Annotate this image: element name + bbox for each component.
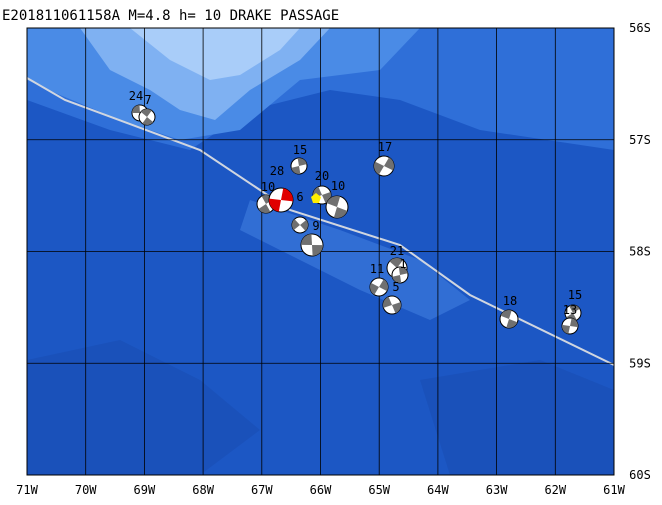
event-label: 6 (296, 190, 303, 204)
focal-mechanism (373, 155, 395, 177)
event-label: 10 (331, 179, 345, 193)
focal-mechanism (325, 195, 349, 219)
event-label: 28 (270, 164, 284, 178)
compressional-quadrant (383, 296, 392, 308)
compressional-quadrant (312, 245, 323, 256)
compressional-quadrant (333, 207, 348, 218)
compressional-quadrant (370, 282, 379, 295)
epicenter (311, 193, 321, 203)
bathymetry (27, 28, 614, 475)
focal-mechanism (561, 317, 579, 335)
focal-mechanism (138, 108, 156, 126)
compressional-quadrant (258, 204, 271, 213)
event-label: 24 (129, 89, 143, 103)
lon-label: 69W (134, 483, 156, 497)
compressional-quadrant (392, 302, 401, 314)
lon-label: 68W (192, 483, 214, 497)
compressional-quadrant (142, 117, 154, 125)
lon-label: 71W (16, 483, 38, 497)
event-label: 17 (378, 140, 392, 154)
compressional-quadrant (389, 258, 404, 268)
event-label: 21 (390, 244, 404, 258)
compressional-quadrant (140, 109, 152, 117)
lon-label: 66W (310, 483, 332, 497)
lat-label: 58S (629, 245, 651, 259)
lon-label: 64W (427, 483, 449, 497)
event-label: 7 (144, 93, 151, 107)
lat-label: 57S (629, 133, 651, 147)
event-label: 5 (392, 280, 399, 294)
focal-mechanism (268, 187, 294, 213)
focal-mechanism (291, 216, 309, 234)
lat-label: 59S (629, 356, 651, 370)
focal-mechanism (300, 233, 324, 257)
compressional-quadrant (300, 219, 308, 231)
lon-label: 62W (544, 483, 566, 497)
compressional-quadrant (281, 188, 293, 202)
event-label: 15 (293, 143, 307, 157)
compressional-quadrant (326, 196, 341, 207)
compressional-quadrant (379, 279, 388, 292)
compressional-quadrant (562, 324, 570, 334)
lon-label: 65W (368, 483, 390, 497)
map-frame (26, 27, 615, 476)
compressional-quadrant (373, 161, 384, 175)
map-title: E201811061158A M=4.8 h= 10 DRAKE PASSAGE (2, 8, 339, 24)
compressional-quadrant (384, 157, 395, 171)
focal-mechanism (499, 309, 519, 329)
lat-label: 56S (629, 21, 651, 35)
compressional-quadrant (297, 158, 307, 166)
event-label: 15 (568, 288, 582, 302)
lon-label: 63W (486, 483, 508, 497)
compressional-quadrant (269, 198, 281, 212)
compressional-quadrant (301, 234, 312, 245)
compressional-quadrant (392, 275, 402, 283)
compressional-quadrant (570, 318, 578, 328)
lon-label: 70W (75, 483, 97, 497)
focal-mechanism (369, 277, 389, 297)
compressional-quadrant (506, 319, 518, 328)
compressional-quadrant (291, 166, 301, 174)
event-label: 10 (261, 180, 275, 194)
focal-mechanism (391, 266, 409, 284)
focal-mechanism (290, 157, 308, 175)
compressional-quadrant (500, 310, 512, 319)
focal-mechanism (382, 295, 402, 315)
event-label: 11 (370, 262, 384, 276)
event-label: 20 (315, 169, 329, 183)
lon-label: 61W (603, 483, 625, 497)
compressional-quadrant (132, 105, 140, 113)
event-label: 9 (312, 219, 319, 233)
compressional-quadrant (292, 219, 300, 231)
event-label: 13 (563, 303, 577, 317)
event-label: 18 (503, 294, 517, 308)
compressional-quadrant (569, 304, 580, 313)
lon-label: 67W (251, 483, 273, 497)
compressional-quadrant (398, 267, 408, 275)
lat-label: 60S (629, 468, 651, 482)
event-label: 1 (399, 257, 406, 271)
